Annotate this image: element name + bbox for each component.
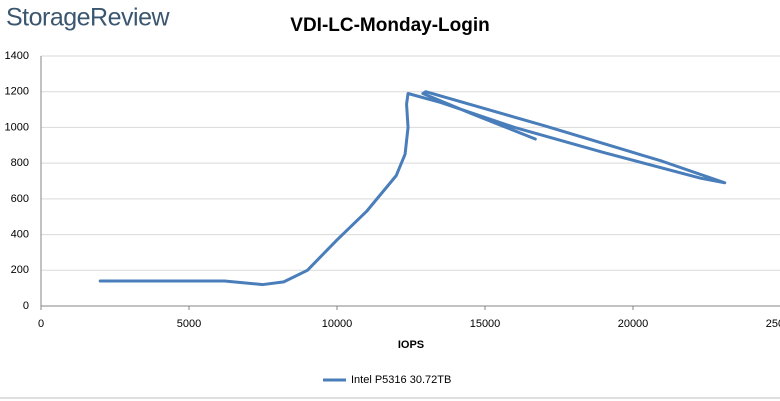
x-axis-label: IOPS [398,339,424,351]
x-tick-label: 25000 [766,318,780,330]
y-tick-label: 0 [23,300,29,312]
y-tick-label: 400 [11,228,29,240]
brand-logo: StorageReview [6,4,170,32]
x-tick-label: 20000 [618,318,649,330]
y-tick-label: 1200 [5,86,29,98]
chart-title: VDI-LC-Monday-Login [290,15,489,36]
x-tick-label: 10000 [322,318,353,330]
y-tick-label: 200 [11,264,29,276]
y-tick-label: 800 [11,157,29,169]
y-tick-label: 1000 [5,121,29,133]
legend-label: Intel P5316 30.72TB [351,374,451,386]
y-tick-label: 600 [11,193,29,205]
y-tick-label: 1400 [5,50,29,62]
x-tick-label: 15000 [470,318,501,330]
x-tick-label: 0 [38,318,44,330]
x-tick-label: 5000 [177,318,201,330]
data-line [98,90,727,287]
